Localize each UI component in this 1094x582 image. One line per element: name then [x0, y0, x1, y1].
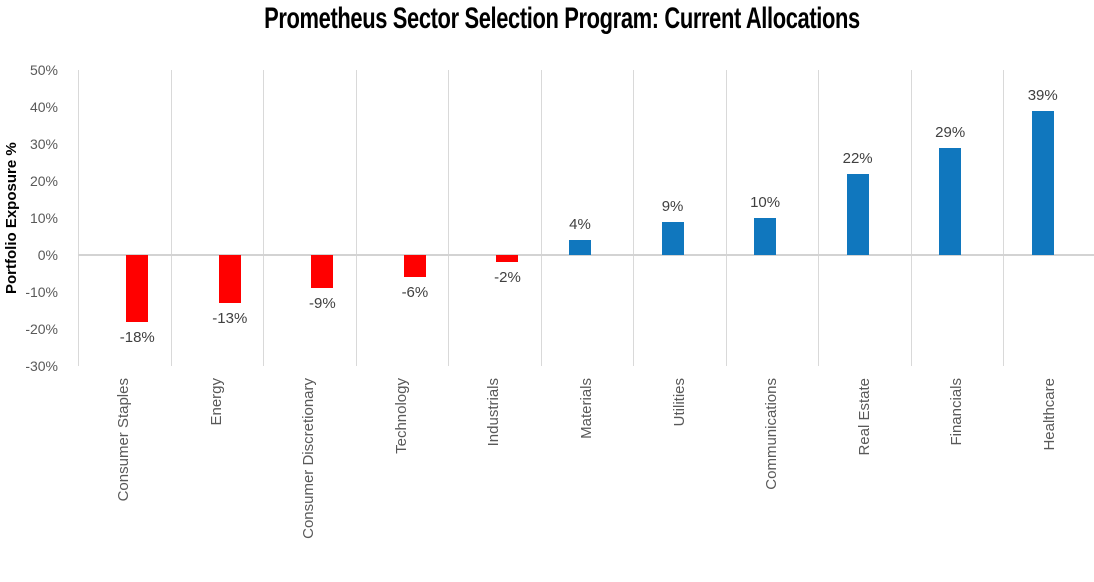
x-category-label-communications: Communications: [763, 378, 781, 490]
gridline-vertical: [1003, 70, 1005, 366]
x-category-label-consumer-discretionary: Consumer Discretionary: [300, 378, 318, 539]
x-category-label-materials: Materials: [578, 378, 595, 439]
data-label-energy: -13%: [212, 310, 248, 328]
bar-technology: [403, 255, 426, 278]
bar-energy: [218, 255, 241, 304]
bar-consumer-discretionary: [311, 255, 334, 289]
x-category-label-utilities: Utilities: [670, 378, 688, 427]
x-category-label-technology: Technology: [392, 378, 410, 454]
x-category-label-healthcare: Healthcare: [1040, 378, 1058, 451]
x-category-label-energy: Energy: [207, 378, 225, 426]
data-label-industrials: -2%: [494, 269, 521, 287]
y-tick-label: -20%: [25, 321, 58, 337]
zero-axis-line: [78, 254, 1094, 256]
data-label-technology: -6%: [401, 284, 429, 302]
x-category-label-consumer-staples: Consumer Staples: [115, 378, 133, 502]
data-label-materials: 4%: [569, 216, 591, 234]
y-tick-label: 50%: [29, 62, 58, 78]
data-label-real-estate: 22%: [842, 149, 873, 167]
bar-consumer-staples: [126, 255, 149, 322]
x-category-label-industrials: Industrials: [485, 378, 503, 447]
bar-communications: [754, 218, 777, 255]
x-category-label-financials: Financials: [948, 378, 966, 446]
bar-industrials: [496, 255, 519, 263]
chart-title: Prometheus Sector Selection Program: Cur…: [264, 2, 860, 35]
y-tick-label: 40%: [29, 99, 58, 115]
gridline-vertical: [818, 70, 820, 366]
gridline-vertical: [448, 70, 450, 366]
y-tick-label: 10%: [29, 210, 58, 226]
y-tick-label: 30%: [29, 136, 58, 152]
gridline-vertical: [540, 70, 542, 366]
bar-utilities: [661, 221, 684, 255]
gridline-vertical: [725, 70, 727, 366]
y-tick-label: -10%: [25, 284, 58, 300]
data-label-communications: 10%: [750, 194, 781, 211]
bar-healthcare: [1031, 110, 1054, 255]
data-label-consumer-discretionary: -9%: [309, 295, 336, 313]
y-tick-label: 0%: [37, 247, 58, 263]
data-label-healthcare: 39%: [1027, 86, 1058, 104]
gridline-vertical: [355, 70, 357, 366]
y-axis-line: [78, 70, 79, 366]
data-label-consumer-staples: -18%: [119, 328, 155, 346]
bar-real-estate: [846, 173, 869, 255]
bar-financials: [939, 147, 962, 255]
gridline-vertical: [170, 70, 172, 366]
data-label-financials: 29%: [935, 123, 966, 141]
y-tick-label: -30%: [25, 358, 58, 374]
gridline-vertical: [263, 70, 265, 366]
bar-materials: [569, 240, 591, 255]
data-label-utilities: 9%: [661, 197, 684, 215]
gridline-vertical: [910, 70, 912, 366]
y-tick-label: 20%: [29, 173, 58, 189]
x-category-label-real-estate: Real Estate: [855, 378, 873, 456]
gridline-vertical: [633, 70, 635, 366]
